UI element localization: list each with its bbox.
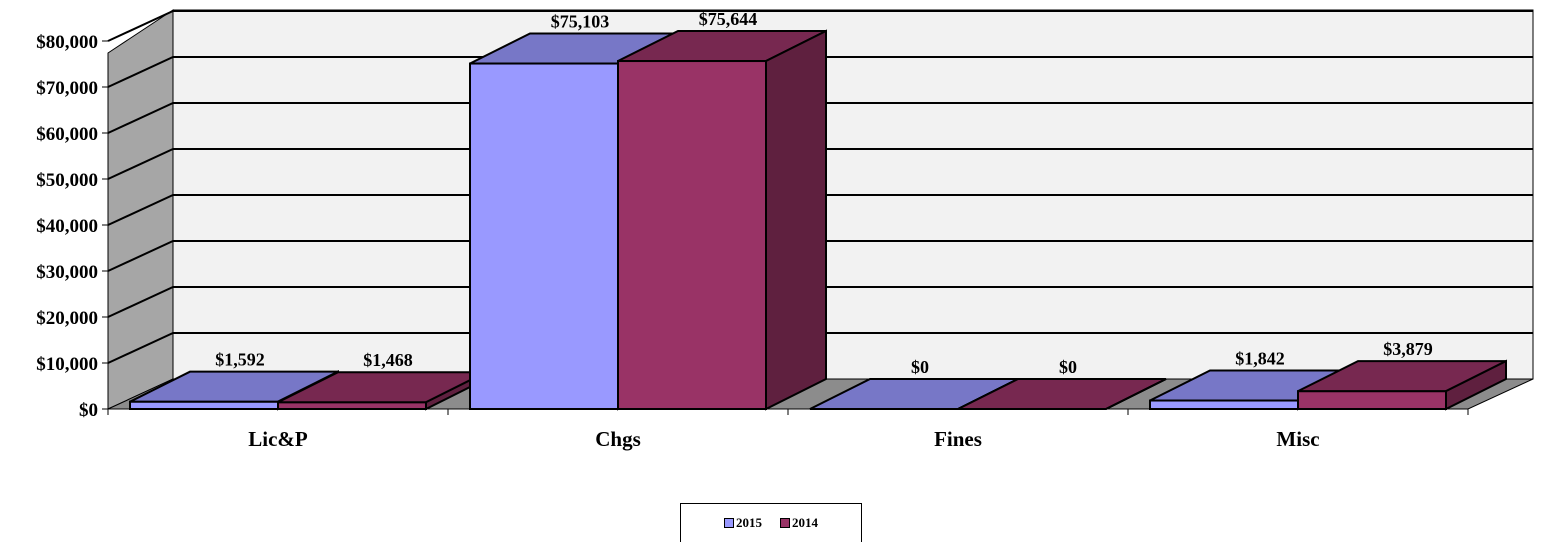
bar-front xyxy=(277,401,427,410)
bar-front xyxy=(129,400,279,410)
x-tick-label: Chgs xyxy=(595,427,641,451)
y-tick-label: $20,000 xyxy=(36,308,98,329)
legend-swatch-2015 xyxy=(724,518,734,528)
data-label: $1,468 xyxy=(363,350,413,370)
x-tick-label: Fines xyxy=(934,427,982,451)
bar-front xyxy=(1149,399,1299,410)
y-tick-label: $30,000 xyxy=(36,262,98,283)
legend-swatch-2014 xyxy=(780,518,790,528)
legend-item-2015: 2015 xyxy=(724,515,762,531)
y-tick-label: $70,000 xyxy=(36,78,98,99)
bar-side xyxy=(1445,359,1507,411)
gridline xyxy=(107,286,1533,318)
bar-front xyxy=(617,60,767,411)
y-tick-label: $0 xyxy=(79,400,98,421)
bar xyxy=(957,378,1167,410)
y-tick-label: $50,000 xyxy=(36,170,98,191)
gridline xyxy=(107,148,1533,180)
bar-front xyxy=(469,62,619,410)
bar-front xyxy=(1297,390,1447,410)
legend-label-2015: 2015 xyxy=(736,515,762,530)
bar xyxy=(1297,359,1507,411)
data-label: $1,842 xyxy=(1235,349,1285,369)
gridline xyxy=(107,102,1533,134)
bar-side xyxy=(1105,378,1167,410)
data-label: $75,103 xyxy=(551,12,610,32)
gridline xyxy=(107,194,1533,226)
bar-side xyxy=(765,29,827,411)
x-tick-label: Lic&P xyxy=(248,427,308,451)
legend-label-2014: 2014 xyxy=(792,515,818,530)
data-label: $0 xyxy=(911,357,929,377)
y-tick-label: $10,000 xyxy=(36,354,98,375)
gridline xyxy=(107,56,1533,88)
data-label: $3,879 xyxy=(1383,339,1433,359)
gridline xyxy=(107,240,1533,272)
y-tick-label: $60,000 xyxy=(36,124,98,145)
gridline xyxy=(107,332,1533,364)
legend: 2015 2014 xyxy=(680,503,862,542)
gridline xyxy=(107,10,1533,42)
legend-item-2014: 2014 xyxy=(780,515,818,531)
data-label: $75,644 xyxy=(699,9,758,29)
y-tick-label: $80,000 xyxy=(36,32,98,53)
y-tick-label: $40,000 xyxy=(36,216,98,237)
data-label: $1,592 xyxy=(215,350,265,370)
bar xyxy=(617,29,827,411)
data-label: $0 xyxy=(1059,357,1077,377)
x-tick-label: Misc xyxy=(1276,427,1319,451)
